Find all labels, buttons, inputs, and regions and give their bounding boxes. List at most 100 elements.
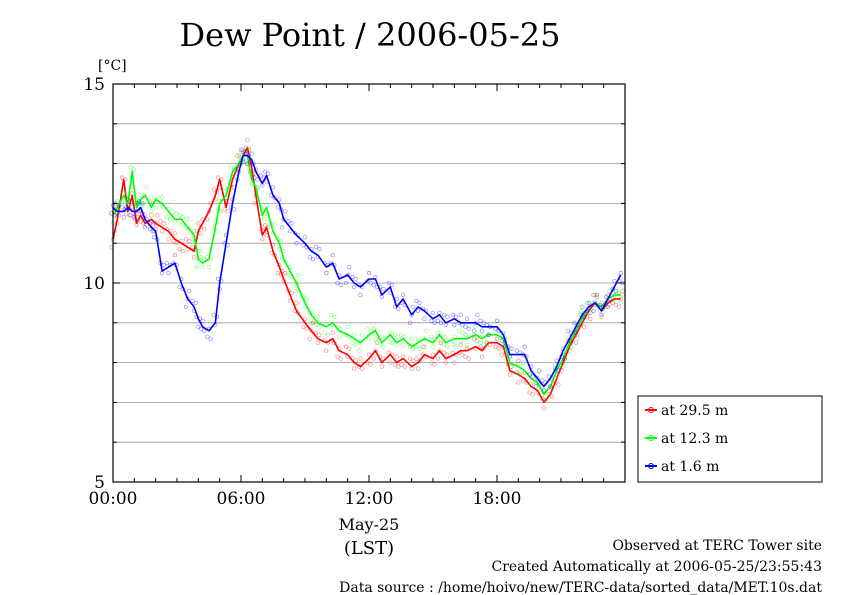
data-point (429, 318, 434, 323)
chart-title: Dew Point / 2006-05-25 (180, 16, 561, 54)
data-point (442, 312, 447, 317)
data-point (481, 320, 486, 325)
data-point (581, 314, 587, 319)
data-point (509, 346, 514, 351)
data-point (166, 237, 171, 242)
data-point (159, 229, 165, 234)
data-point (147, 227, 152, 232)
data-point (588, 316, 593, 321)
data-point (475, 338, 480, 343)
x-axis-date-label: May-25 (339, 515, 400, 534)
data-point (394, 354, 399, 359)
data-point (594, 294, 599, 300)
data-point (252, 201, 257, 206)
data-point (123, 207, 128, 212)
data-point (286, 219, 291, 224)
data-point (231, 167, 237, 172)
data-point (411, 346, 416, 351)
data-point (620, 288, 625, 294)
data-point (479, 354, 485, 359)
data-point (295, 310, 301, 316)
legend-box (637, 395, 823, 483)
data-point (432, 320, 437, 325)
data-point (392, 332, 398, 337)
data-point (432, 362, 437, 367)
data-point (374, 340, 380, 345)
data-point (222, 185, 227, 190)
footer-created: Created Automatically at 2006-05-25/23:5… (491, 559, 822, 575)
data-point (530, 374, 535, 379)
data-point (304, 326, 309, 331)
data-point (304, 296, 309, 302)
data-point (206, 264, 212, 270)
data-point (351, 332, 357, 337)
data-point (258, 173, 263, 178)
data-point (287, 229, 293, 234)
data-point (295, 272, 301, 278)
data-point (138, 219, 143, 224)
data-point (245, 161, 250, 166)
data-point (343, 280, 349, 286)
data-point (158, 219, 163, 224)
data-point (575, 336, 580, 341)
data-point (430, 310, 436, 316)
data-point (400, 342, 406, 347)
y-tick-label: 10 (83, 274, 105, 294)
data-point (202, 328, 207, 333)
y-axis-ticks: 5 10 15 (83, 75, 625, 493)
data-point (568, 344, 574, 349)
data-point (437, 348, 442, 353)
data-point (414, 356, 419, 361)
data-point (471, 328, 477, 333)
data-point (560, 364, 566, 369)
data-point (338, 326, 343, 331)
data-point (442, 342, 447, 347)
data-point (479, 332, 485, 337)
data-point (411, 304, 416, 310)
legend: at 29.5 m at 12.3 m at 1.6 m (637, 395, 823, 483)
data-point (144, 185, 149, 190)
data-point (478, 318, 483, 323)
data-point (231, 207, 237, 212)
data-point (435, 356, 440, 361)
data-point (452, 322, 457, 327)
data-point (200, 264, 205, 270)
data-point (116, 203, 122, 208)
data-point (235, 153, 240, 158)
data-point (328, 312, 334, 317)
data-point (506, 362, 511, 367)
data-point (119, 175, 125, 180)
data-point (151, 195, 157, 200)
data-point (389, 282, 395, 288)
data-point (415, 336, 421, 341)
data-point (347, 264, 352, 270)
data-point (350, 274, 355, 280)
data-point (261, 217, 267, 222)
data-point (353, 276, 358, 282)
data-point (161, 221, 166, 226)
data-point (435, 318, 440, 323)
data-point (528, 382, 534, 387)
data-point (242, 159, 247, 164)
data-point (417, 346, 422, 351)
data-point (345, 324, 350, 329)
data-point (379, 364, 384, 369)
data-point (613, 288, 619, 294)
data-point (535, 372, 540, 377)
data-point (191, 254, 197, 260)
data-point (187, 227, 192, 232)
data-point (438, 340, 444, 345)
data-point (138, 193, 143, 198)
data-point (464, 342, 470, 347)
data-point (115, 199, 120, 204)
legend-label: at 29.5 m (661, 403, 728, 419)
data-point (450, 312, 455, 317)
data-point (516, 380, 521, 385)
data-point (187, 239, 192, 244)
grid-lines (113, 123, 625, 443)
series-line (112, 154, 621, 396)
data-point (496, 346, 501, 351)
data-point (309, 328, 314, 333)
data-point (131, 167, 136, 172)
x-axis-timezone-label: (LST) (344, 538, 394, 559)
